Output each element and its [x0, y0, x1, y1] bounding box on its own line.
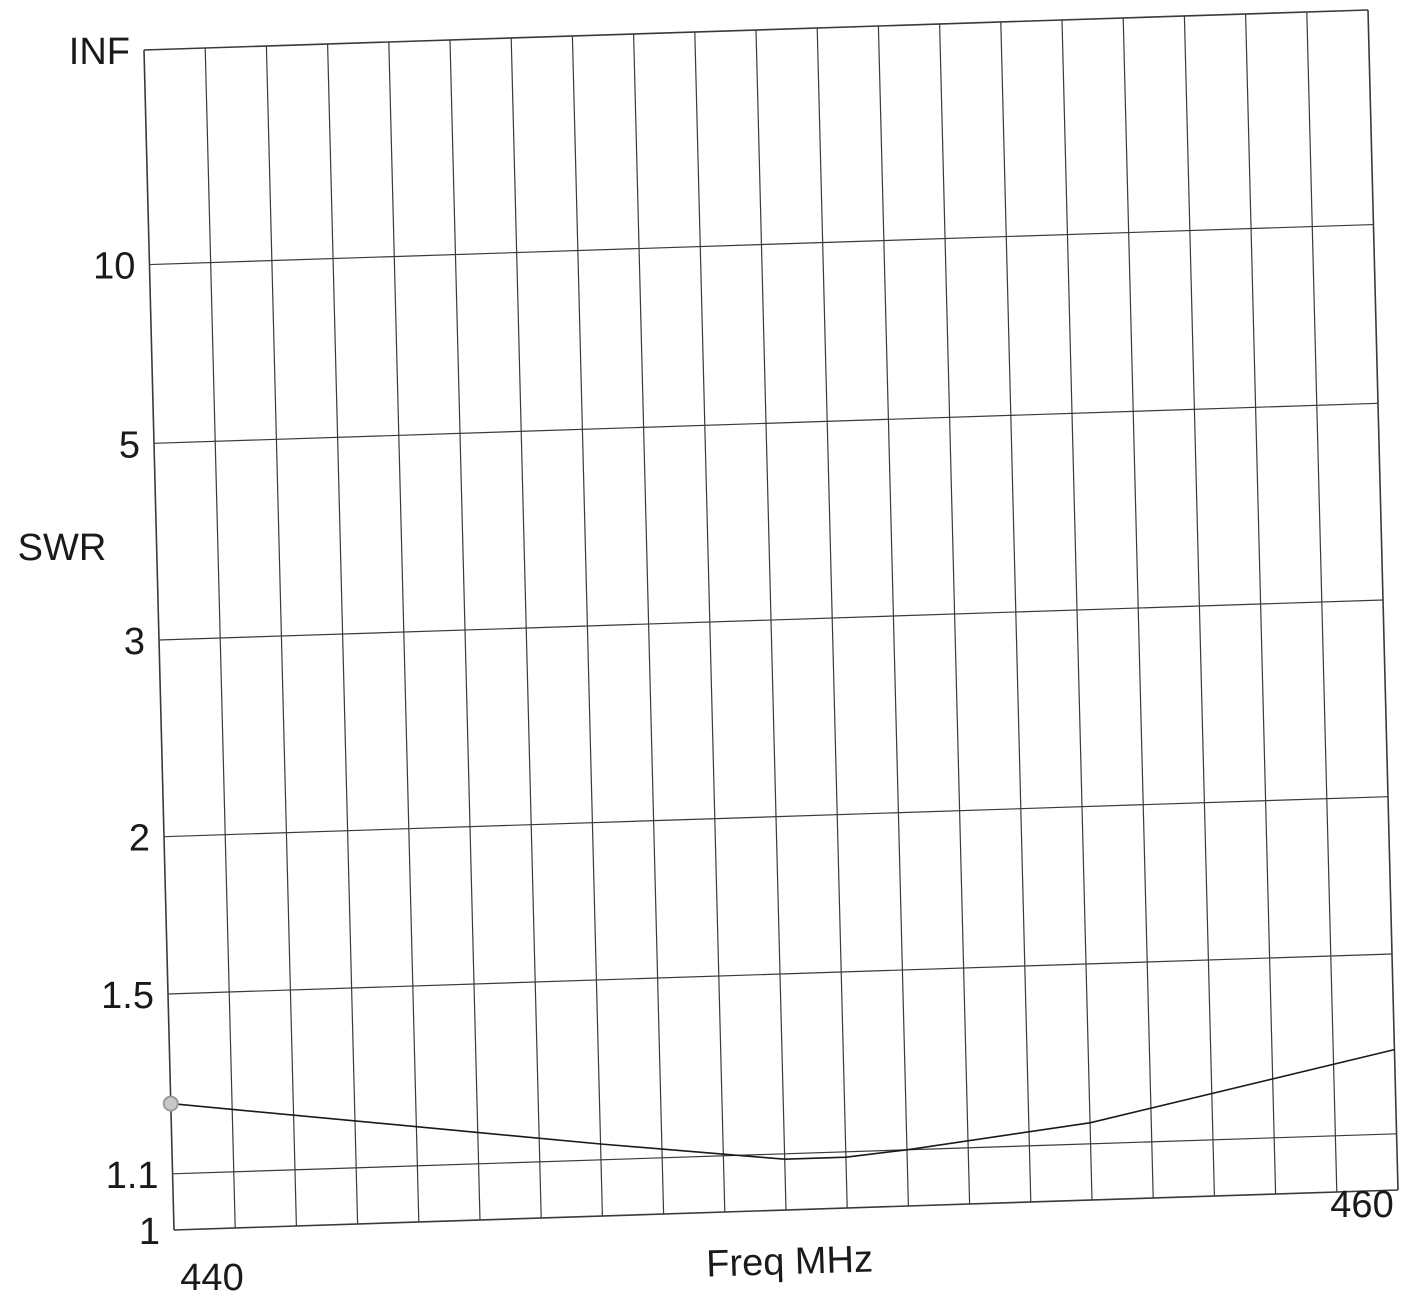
horizontal-gridline [167, 953, 1393, 995]
swr-series-line [170, 1048, 1395, 1160]
y-tick-label: 1 [139, 1211, 160, 1253]
y-tick-label: 3 [124, 621, 145, 663]
y-axis-label: SWR [18, 527, 107, 569]
x-axis-label: Freq MHz [706, 1238, 874, 1285]
y-tick-label: INF [69, 31, 130, 73]
horizontal-gridline [158, 599, 1384, 641]
chart-series [162, 1048, 1395, 1160]
y-tick-label: 1.5 [101, 975, 154, 1017]
chart-labels: SWR Freq MHz INF 10 5 3 2 1.5 1.1 1 440 460 [18, 31, 1394, 1298]
horizontal-gridline [143, 9, 1369, 51]
x-tick-label: 460 [1330, 1184, 1393, 1226]
x-tick-label: 440 [180, 1257, 243, 1298]
chart-grid [143, 9, 1399, 1231]
horizontal-gridline [149, 223, 1374, 266]
horizontal-gridline [173, 1189, 1399, 1231]
horizontal-gridline [172, 1133, 1397, 1175]
horizontal-gridline [153, 402, 1379, 444]
horizontal-gridline [163, 796, 1389, 838]
y-tick-label: 2 [129, 818, 150, 860]
start-marker [162, 1095, 179, 1112]
y-tick-label: 10 [93, 246, 135, 288]
y-tick-label: 5 [119, 424, 140, 466]
y-tick-label: 1.1 [106, 1155, 159, 1197]
